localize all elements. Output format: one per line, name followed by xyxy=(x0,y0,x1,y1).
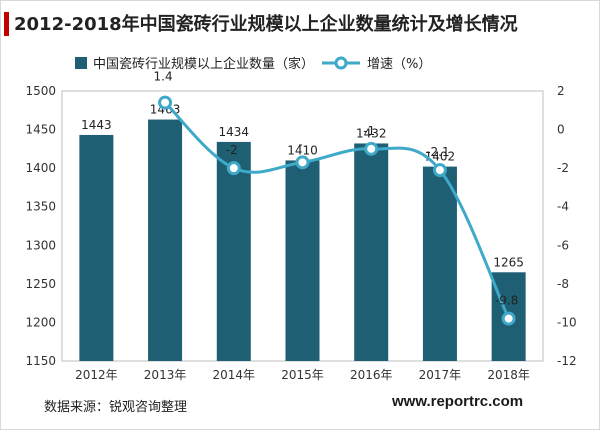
bar-value-label: 1443 xyxy=(81,118,112,132)
chart-title: 2012-2018年中国瓷砖行业规模以上企业数量统计及增长情况 xyxy=(14,14,518,35)
line-value-label: -2 xyxy=(226,143,238,157)
legend-bar-label: 中国瓷砖行业规模以上企业数量（家） xyxy=(93,56,314,72)
category-tick-label: 2016年 xyxy=(350,368,393,382)
legend-bar-swatch xyxy=(75,57,87,69)
website-url: www.reportrc.com xyxy=(392,393,524,410)
bar xyxy=(79,134,114,361)
right-axis-tick-label: -4 xyxy=(557,200,569,214)
right-axis-tick-label: -12 xyxy=(557,354,577,368)
bar xyxy=(285,160,320,361)
legend-line-marker xyxy=(334,56,348,70)
title-accent-bar xyxy=(4,12,9,36)
bar-value-label: 1265 xyxy=(493,255,524,269)
left-axis-tick-label: 1400 xyxy=(25,161,56,175)
category-tick-label: 2015年 xyxy=(281,368,324,382)
line-value-label: -2.1 xyxy=(426,145,449,159)
line-value-label: -9.8 xyxy=(495,294,518,308)
left-axis-tick-label: 1500 xyxy=(25,84,56,98)
bar xyxy=(422,166,457,361)
left-axis-tick-label: 1300 xyxy=(25,238,56,252)
category-tick-label: 2014年 xyxy=(213,368,256,382)
data-source: 数据来源：锐观咨询整理 xyxy=(44,400,188,415)
legend-line-label: 增速（%） xyxy=(367,57,431,72)
growth-rate-marker xyxy=(501,311,516,326)
right-axis-tick-label: 0 xyxy=(557,123,565,137)
right-axis-tick-label: -2 xyxy=(557,161,569,175)
right-axis-tick-label: -8 xyxy=(557,277,569,291)
bar-value-label: 1434 xyxy=(219,125,250,139)
growth-rate-marker xyxy=(226,161,241,176)
category-tick-label: 2018年 xyxy=(487,368,530,382)
growth-rate-marker xyxy=(432,163,447,178)
left-axis-tick-label: 1150 xyxy=(25,354,56,368)
left-axis-tick-label: 1450 xyxy=(25,123,56,137)
growth-rate-line xyxy=(164,101,511,320)
category-tick-label: 2013年 xyxy=(144,368,187,382)
right-axis-tick-label: -6 xyxy=(557,238,569,252)
bar xyxy=(148,119,183,362)
growth-rate-marker xyxy=(364,141,379,156)
right-axis-tick-label: -10 xyxy=(557,315,577,329)
bar-value-label: 1410 xyxy=(287,143,318,157)
category-tick-label: 2017年 xyxy=(419,368,462,382)
left-axis-tick-label: 1200 xyxy=(25,315,56,329)
bar-value-label: 1432 xyxy=(356,126,387,140)
left-axis-tick-label: 1250 xyxy=(25,277,56,291)
bar xyxy=(216,141,251,361)
bar xyxy=(354,143,389,361)
category-tick-label: 2012年 xyxy=(75,368,118,382)
line-value-label: -1 xyxy=(363,124,375,138)
growth-rate-marker xyxy=(158,95,173,110)
line-value-label: 1.4 xyxy=(154,70,173,84)
left-axis-tick-label: 1350 xyxy=(25,200,56,214)
line-value-label: - xyxy=(298,137,302,151)
growth-rate-marker xyxy=(295,155,310,170)
right-axis-tick-label: 2 xyxy=(557,84,565,98)
